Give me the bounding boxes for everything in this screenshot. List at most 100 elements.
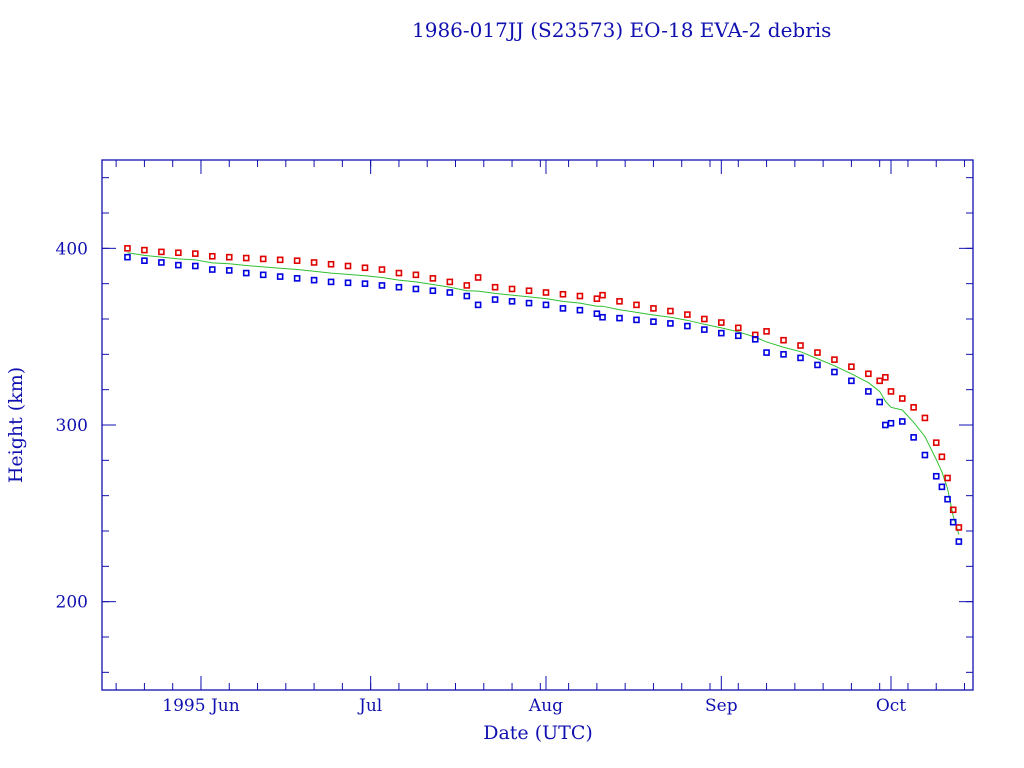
point-apogee <box>910 404 917 411</box>
point-apogee <box>593 295 601 302</box>
point-perigee <box>141 257 148 265</box>
point-apogee <box>310 259 318 266</box>
point-perigee <box>310 276 318 284</box>
point-apogee <box>463 282 471 289</box>
point-perigee <box>944 495 951 503</box>
point-perigee <box>463 292 471 300</box>
point-apogee <box>446 278 454 286</box>
point-perigee <box>848 377 855 385</box>
point-apogee <box>797 342 804 349</box>
point-apogee <box>576 292 584 300</box>
point-perigee <box>751 336 759 343</box>
point-perigee <box>949 518 957 526</box>
point-perigee <box>701 326 708 333</box>
point-perigee <box>932 472 940 480</box>
y-tick-label: 200 <box>56 593 88 613</box>
point-apogee <box>848 363 855 371</box>
point-apogee <box>361 264 369 272</box>
point-perigee <box>887 419 895 427</box>
point-apogee <box>158 248 165 256</box>
point-perigee <box>633 316 640 324</box>
chart-title: 1986-017JJ (S23573) EO-18 EVA-2 debris <box>412 18 831 42</box>
point-perigee <box>797 354 804 362</box>
point-perigee <box>491 296 499 303</box>
point-perigee <box>899 418 906 425</box>
point-perigee <box>158 259 165 266</box>
point-perigee <box>814 361 821 369</box>
point-perigee <box>327 278 335 286</box>
point-apogee <box>599 291 606 299</box>
y-tick-label: 300 <box>56 416 88 436</box>
point-perigee <box>910 434 917 441</box>
point-apogee <box>344 262 352 270</box>
point-apogee <box>429 275 437 282</box>
point-perigee <box>684 322 691 330</box>
point-apogee <box>882 373 889 381</box>
point-perigee <box>763 349 770 356</box>
y-tick-label: 400 <box>56 239 88 259</box>
point-apogee <box>259 255 267 263</box>
x-tick-label: Aug <box>528 696 563 716</box>
point-apogee <box>955 524 963 531</box>
point-perigee <box>508 298 516 305</box>
point-perigee <box>559 305 567 312</box>
point-perigee <box>208 266 216 273</box>
point-apogee <box>944 474 951 482</box>
point-perigee <box>192 262 199 270</box>
point-perigee <box>378 282 386 289</box>
point-apogee <box>887 388 895 395</box>
point-apogee <box>684 311 691 318</box>
point-apogee <box>327 260 335 268</box>
point-perigee <box>542 301 550 309</box>
point-apogee <box>814 349 821 356</box>
point-apogee <box>899 395 906 402</box>
point-apogee <box>831 356 838 363</box>
point-apogee <box>780 336 787 344</box>
point-apogee <box>616 298 623 305</box>
point-apogee <box>633 301 640 309</box>
point-perigee <box>921 451 929 459</box>
point-apogee <box>876 377 883 385</box>
point-perigee <box>718 329 725 337</box>
point-apogee <box>763 328 770 335</box>
x-tick-label: Jul <box>357 696 382 716</box>
point-apogee <box>734 324 742 332</box>
point-perigee <box>650 318 657 325</box>
point-apogee <box>718 319 725 326</box>
point-apogee <box>865 370 872 378</box>
point-apogee <box>192 250 199 257</box>
point-perigee <box>667 320 674 327</box>
point-apogee <box>525 287 533 295</box>
point-perigee <box>938 483 946 491</box>
point-perigee <box>955 538 963 545</box>
point-perigee <box>525 299 533 307</box>
point-apogee <box>938 453 946 461</box>
plot-frame <box>101 159 974 691</box>
point-apogee <box>932 439 940 446</box>
point-apogee <box>701 315 708 323</box>
point-apogee <box>491 283 499 291</box>
point-perigee <box>412 285 420 293</box>
point-perigee <box>865 388 872 395</box>
point-apogee <box>293 257 301 265</box>
point-apogee <box>225 253 233 261</box>
point-perigee <box>599 313 606 321</box>
point-perigee <box>276 273 284 280</box>
point-perigee <box>734 332 742 340</box>
point-apogee <box>949 506 957 514</box>
point-perigee <box>876 398 883 406</box>
point-perigee <box>175 261 182 269</box>
point-perigee <box>831 368 838 376</box>
x-axis-label: Date (UTC) <box>483 722 593 744</box>
point-apogee <box>650 305 657 312</box>
y-axis-label: Height (km) <box>5 367 27 483</box>
point-perigee <box>344 279 352 287</box>
point-perigee <box>242 269 250 277</box>
point-perigee <box>124 253 131 261</box>
point-apogee <box>378 266 386 273</box>
point-perigee <box>395 283 403 291</box>
point-apogee <box>921 414 929 422</box>
point-perigee <box>259 271 267 279</box>
x-tick-label: Sep <box>705 696 738 716</box>
